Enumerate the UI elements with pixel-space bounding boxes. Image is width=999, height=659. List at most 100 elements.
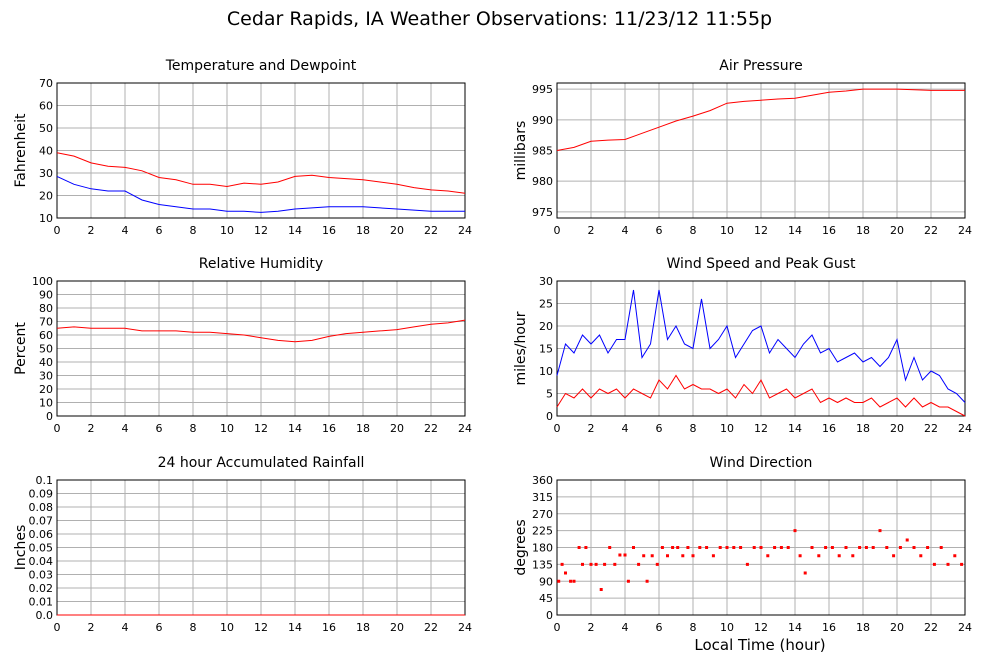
y-tick-label: 45 xyxy=(539,592,553,605)
plot-frame xyxy=(556,479,966,616)
series-line-red xyxy=(56,152,466,194)
x-tick-label: 14 xyxy=(288,422,302,435)
chart-title: Wind Direction xyxy=(710,455,813,471)
x-tick-label: 12 xyxy=(754,621,768,634)
x-axis-label: Local Time (hour) xyxy=(694,636,825,654)
y-tick-label: 0.1 xyxy=(36,474,54,487)
x-tick-label: 14 xyxy=(788,422,802,435)
x-tick-label: 8 xyxy=(190,621,197,634)
data-point xyxy=(613,562,617,566)
y-tick-label: 360 xyxy=(532,474,553,487)
data-point xyxy=(718,546,722,549)
series-line-red xyxy=(556,374,966,417)
y-tick-label: 985 xyxy=(532,145,553,158)
y-tick-label: 180 xyxy=(532,542,553,555)
data-point xyxy=(637,562,641,566)
data-point xyxy=(739,546,743,549)
x-tick-label: 22 xyxy=(924,224,938,237)
data-point xyxy=(603,562,607,566)
data-point xyxy=(898,546,902,549)
y-tick-label: 60 xyxy=(39,329,53,342)
x-tick-label: 4 xyxy=(622,422,629,435)
x-tick-label: 2 xyxy=(588,621,595,634)
data-point xyxy=(623,553,627,557)
data-point xyxy=(946,562,950,566)
y-tick-label: 90 xyxy=(39,289,53,302)
x-tick-label: 8 xyxy=(690,422,697,435)
data-point xyxy=(645,579,649,583)
x-tick-label: 24 xyxy=(958,224,972,237)
data-point xyxy=(564,571,567,575)
data-point xyxy=(698,546,702,549)
data-point xyxy=(953,554,957,558)
y-tick-label: 0.06 xyxy=(29,528,54,541)
x-tick-label: 16 xyxy=(822,422,836,435)
data-point xyxy=(960,562,964,566)
data-point xyxy=(618,553,622,557)
data-point xyxy=(803,571,807,575)
chart-temp: Temperature and DewpointFahrenheit102030… xyxy=(13,58,472,237)
data-point xyxy=(650,554,654,558)
data-point xyxy=(711,554,715,558)
data-point xyxy=(577,546,581,549)
data-point xyxy=(732,546,736,549)
x-tick-label: 2 xyxy=(588,224,595,237)
x-tick-label: 10 xyxy=(220,422,234,435)
figure-title: Cedar Rapids, IA Weather Observations: 1… xyxy=(226,8,773,30)
x-tick-label: 8 xyxy=(190,224,197,237)
y-tick-label: 40 xyxy=(39,356,53,369)
chart-rain: 24 hour Accumulated RainfallInches0.00.0… xyxy=(13,455,472,634)
chart-wind: Wind Speed and Peak Gust miles/hour 0 5 10 15… xyxy=(513,256,972,435)
x-tick-label: 12 xyxy=(254,224,268,237)
data-point xyxy=(584,546,588,549)
x-tick-label: 16 xyxy=(322,621,336,634)
x-tick-label: 24 xyxy=(958,422,972,435)
x-tick-label: 24 xyxy=(458,224,472,237)
y-tick-label: 10 xyxy=(39,397,53,410)
data-point xyxy=(681,554,685,558)
x-tick-label: 20 xyxy=(390,224,404,237)
x-tick-label: 22 xyxy=(424,422,438,435)
x-tick-label: 16 xyxy=(822,224,836,237)
chart-title: Wind Speed and Peak Gust xyxy=(667,256,856,272)
y-axis-label: miles/hour xyxy=(513,311,529,385)
y-tick-label: 20 xyxy=(39,190,53,203)
x-tick-label: 14 xyxy=(788,224,802,237)
y-tick-label: 135 xyxy=(532,558,553,571)
data-point xyxy=(810,546,814,549)
y-tick-label: 0 xyxy=(546,609,553,622)
x-tick-label: 8 xyxy=(690,224,697,237)
y-tick-label: 50 xyxy=(39,343,53,356)
y-tick-label: 30 xyxy=(39,370,53,383)
x-tick-label: 20 xyxy=(890,621,904,634)
y-tick-label: 0 xyxy=(46,410,53,423)
x-tick-label: 6 xyxy=(156,422,163,435)
x-tick-label: 14 xyxy=(288,621,302,634)
y-axis-label: Fahrenheit xyxy=(13,113,29,188)
series-line-red xyxy=(56,319,466,343)
x-tick-label: 4 xyxy=(122,621,129,634)
x-tick-label: 6 xyxy=(156,621,163,634)
x-tick-label: 6 xyxy=(656,621,663,634)
x-tick-label: 10 xyxy=(220,621,234,634)
series-line-red xyxy=(556,88,965,151)
chart-title: 24 hour Accumulated Rainfall xyxy=(158,455,365,471)
y-tick-label: 10 xyxy=(539,365,553,378)
data-point xyxy=(919,554,923,558)
data-point xyxy=(766,554,770,558)
x-tick-label: 18 xyxy=(856,422,870,435)
x-tick-label: 0 xyxy=(54,422,61,435)
data-point xyxy=(905,538,909,542)
x-tick-label: 14 xyxy=(788,621,802,634)
x-tick-label: 2 xyxy=(88,224,95,237)
y-axis-label: Percent xyxy=(13,322,29,375)
y-tick-label: 80 xyxy=(39,302,53,315)
data-point xyxy=(557,579,561,583)
x-tick-label: 24 xyxy=(458,621,472,634)
data-point xyxy=(752,546,756,549)
y-tick-label: 60 xyxy=(39,100,53,113)
data-point xyxy=(798,554,802,558)
data-point xyxy=(594,562,598,566)
x-tick-label: 18 xyxy=(356,422,370,435)
